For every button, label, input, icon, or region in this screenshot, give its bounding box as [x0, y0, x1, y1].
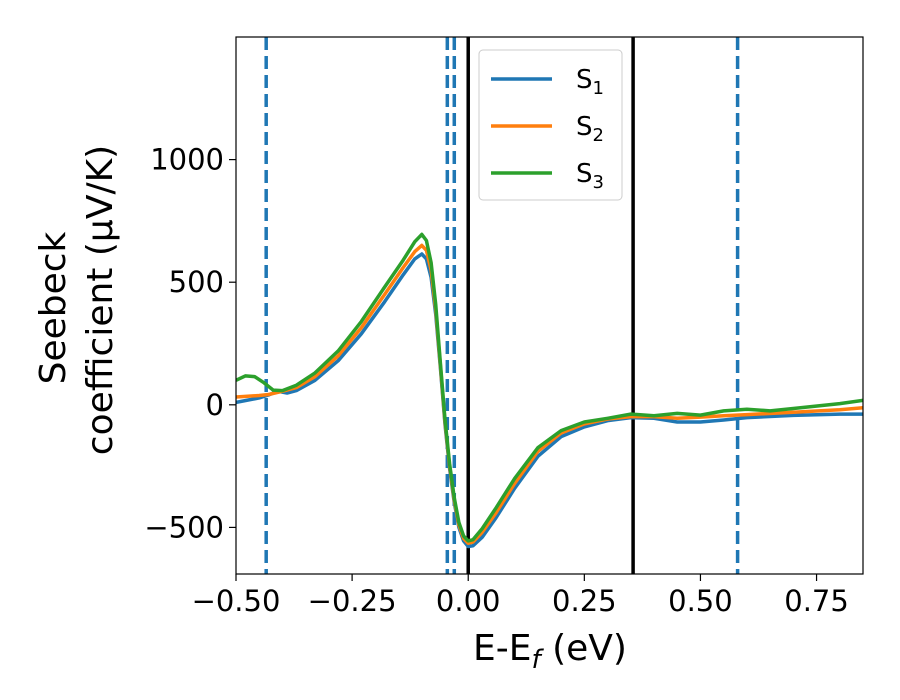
x-tick-label: 0.75	[784, 584, 849, 618]
y-axis: −500 0 500 1000	[144, 143, 236, 544]
y-axis-title-line1: Seebeck	[33, 231, 74, 384]
x-tick-label: 0.50	[668, 584, 733, 618]
x-axis-title: E-Ef (eV)	[473, 628, 627, 675]
legend: S1 S2 S3	[478, 49, 623, 201]
legend-label-s3: S3	[576, 159, 604, 193]
series-line-s3	[236, 232, 863, 543]
y-axis-title-line2: coefficient (μV/K)	[80, 145, 121, 455]
x-tick-label: −0.50	[192, 584, 281, 618]
x-tick-label: 0.00	[436, 584, 501, 618]
x-axis: −0.50 −0.25 0.00 0.25 0.50 0.75	[192, 574, 849, 618]
series-line-s2	[236, 243, 863, 546]
y-tick-label: 0	[206, 388, 224, 422]
x-tick-label: −0.25	[308, 584, 397, 618]
y-tick-label: 1000	[150, 143, 224, 177]
data-layer	[236, 37, 863, 574]
x-tick-label: 0.25	[552, 584, 617, 618]
y-tick-label: −500	[144, 510, 224, 544]
y-tick-label: 500	[169, 265, 224, 299]
legend-label-s2: S2	[576, 112, 604, 146]
plot-frame	[235, 36, 864, 575]
series-line-s1	[236, 252, 863, 549]
legend-label-s1: S1	[576, 65, 604, 99]
